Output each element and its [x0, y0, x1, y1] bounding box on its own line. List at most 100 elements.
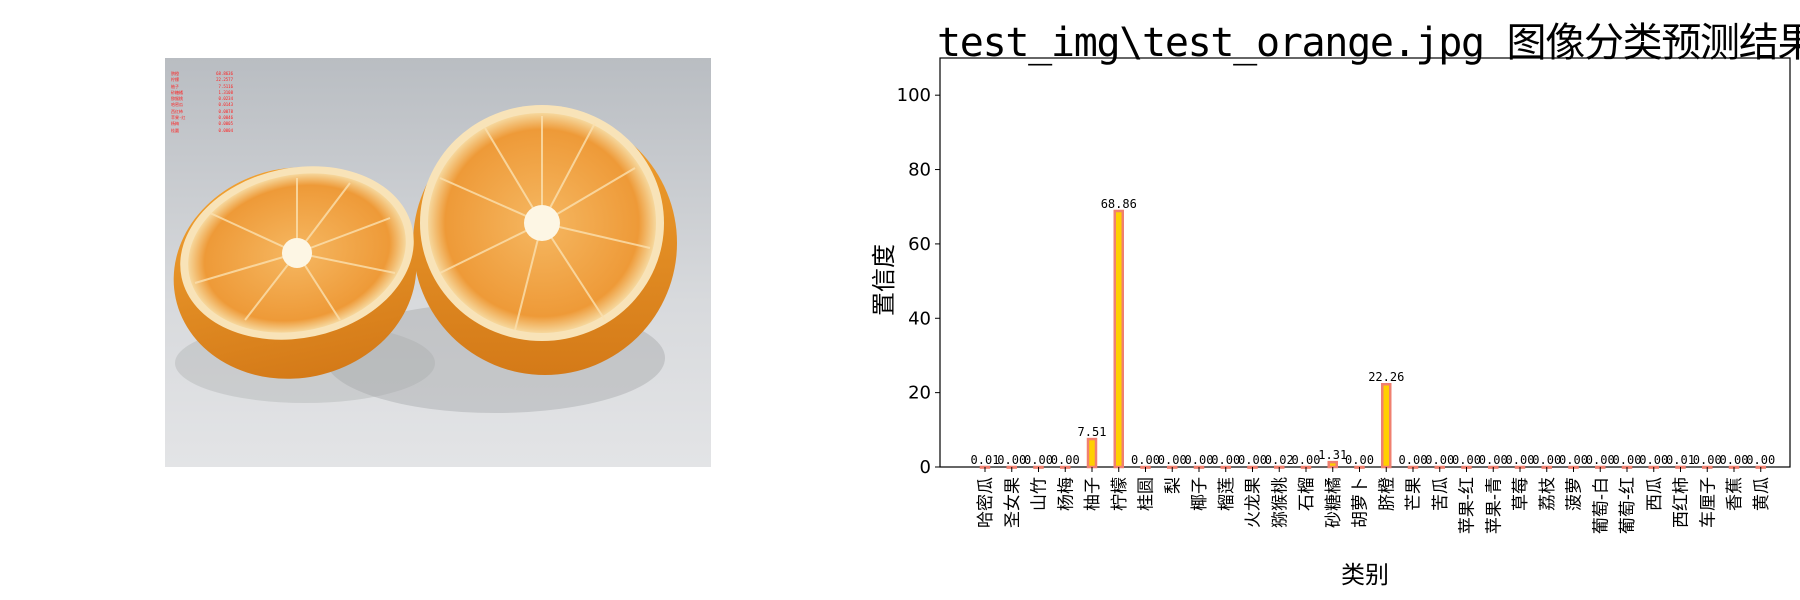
overlay-value: 0.0004	[218, 127, 233, 133]
bar-value-label: 0.00	[1292, 453, 1321, 467]
overlay-value: 22.2577	[216, 77, 233, 83]
bar-value-label: 0.00	[1693, 453, 1722, 467]
bar-value-label: 0.00	[1559, 453, 1588, 467]
bar-value-label: 0.00	[1158, 453, 1187, 467]
overlay-row: 苹果-红 0.0046	[171, 115, 233, 121]
x-tick-label: 梨	[1163, 477, 1183, 494]
y-tick-label: 20	[908, 383, 931, 404]
bar-value-label: 0.00	[1051, 453, 1080, 467]
x-tick-label: 西红柿	[1672, 477, 1692, 528]
overlay-row: 猕猴桃 0.0234	[171, 96, 233, 102]
bar-value-label: 0.00	[1185, 453, 1214, 467]
plot-frame	[939, 57, 1791, 468]
overlay-row: 脐橙 68.8636	[171, 71, 233, 77]
bar-value-label: 0.00	[1506, 453, 1535, 467]
overlay-label: 脐橙	[171, 71, 179, 76]
x-tick-label: 黄瓜	[1752, 477, 1772, 511]
y-axis-title: 置信度	[870, 244, 898, 316]
bar-value-label: 0.00	[997, 453, 1026, 467]
overlay-value: 0.0005	[218, 121, 233, 127]
x-tick-label: 猕猴桃	[1270, 477, 1290, 528]
x-tick-label: 柠檬	[1110, 477, 1130, 511]
prediction-overlay: 脐橙 68.8636 柠檬 22.2577 柚子 7.5116 砂糖橘 1.3108 猕猴桃 0.…	[171, 71, 233, 134]
y-tick-label: 0	[920, 457, 931, 478]
bar-value-label: 0.01	[971, 453, 1000, 467]
overlay-value: 7.5116	[218, 83, 233, 89]
bar	[1086, 437, 1098, 469]
orange-photo: 脐橙 68.8636 柠檬 22.2577 柚子 7.5116 砂糖橘 1.3108 猕猴桃 0.…	[165, 58, 711, 467]
overlay-value: 1.3108	[218, 89, 233, 95]
x-tick-label: 山竹	[1030, 477, 1050, 511]
overlay-row: 哈密瓜 0.0143	[171, 102, 233, 108]
overlay-row: 西红柿 0.0078	[171, 109, 233, 115]
overlay-label: 哈密瓜	[171, 102, 183, 108]
x-tick-label: 椰子	[1190, 477, 1210, 511]
bar-value-label: 68.86	[1101, 197, 1137, 211]
bar-value-label: 0.00	[1238, 453, 1267, 467]
x-tick-label: 葡萄-白	[1591, 477, 1611, 534]
overlay-row: 柚子 7.5116	[171, 84, 233, 90]
x-axis-title: 类别	[1341, 561, 1389, 589]
bar-value-label: 0.00	[1131, 453, 1160, 467]
overlay-label: 苹果-红	[171, 115, 186, 121]
overlay-row: 桂圆 0.0004	[171, 128, 233, 134]
bar-value-label: 0.02	[1265, 453, 1294, 467]
overlay-label: 猕猴桃	[171, 96, 183, 102]
bar-value-label: 0.00	[1532, 453, 1561, 467]
x-tick-label: 石榴	[1297, 477, 1317, 511]
bar-value-label: 0.00	[1720, 453, 1749, 467]
overlay-label: 杨梅	[171, 121, 179, 127]
bar-value-label: 0.00	[1425, 453, 1454, 467]
overlay-value: 0.0143	[218, 102, 233, 108]
bar-value-label: 0.00	[1452, 453, 1481, 467]
x-tick-label: 杨梅	[1056, 477, 1076, 511]
y-tick-label: 80	[908, 160, 931, 181]
bar-value-label: 0.00	[1024, 453, 1053, 467]
y-tick-label: 40	[908, 308, 931, 329]
x-tick-label: 桂圆	[1137, 477, 1157, 511]
overlay-row: 砂糖橘 1.3108	[171, 90, 233, 96]
overlay-value: 0.0078	[218, 108, 233, 114]
overlay-row: 杨梅 0.0005	[171, 121, 233, 127]
bar-value-label: 1.31	[1318, 448, 1347, 462]
bar	[1327, 460, 1338, 469]
bar-value-label: 0.00	[1613, 453, 1642, 467]
bar-value-label: 0.00	[1639, 453, 1668, 467]
overlay-label: 柠檬	[171, 77, 179, 83]
x-tick-label: 香蕉	[1725, 477, 1745, 511]
x-tick-label: 芒果	[1404, 477, 1424, 511]
overlay-value: 0.0046	[218, 115, 233, 121]
overlay-label: 桂圆	[171, 127, 179, 133]
overlay-label: 柚子	[171, 83, 179, 89]
bar-value-label: 0.00	[1586, 453, 1615, 467]
y-tick-label: 100	[897, 85, 931, 106]
bar-value-label: 0.00	[1479, 453, 1508, 467]
x-tick-label: 苹果-青	[1484, 477, 1504, 534]
x-tick-label: 车厘子	[1698, 477, 1718, 528]
x-tick-label: 榴莲	[1217, 477, 1237, 511]
x-tick-label: 胡萝卜	[1351, 477, 1371, 528]
bar-value-label: 0.00	[1211, 453, 1240, 467]
x-tick-label: 圣女果	[1003, 477, 1023, 528]
bar-value-label: 22.26	[1368, 370, 1404, 384]
x-tick-label: 荔枝	[1538, 477, 1558, 511]
x-tick-label: 砂糖橘	[1324, 477, 1344, 528]
bar-value-label: 0.01	[1666, 453, 1695, 467]
x-tick-label: 苦瓜	[1431, 477, 1451, 511]
x-tick-label: 脐橙	[1377, 477, 1397, 511]
x-tick-label: 火龙果	[1244, 477, 1264, 528]
bar-value-label: 0.00	[1345, 453, 1374, 467]
bar	[1113, 209, 1124, 469]
overlay-value: 68.8636	[216, 71, 233, 76]
x-tick-label: 哈密瓜	[976, 477, 996, 528]
overlay-label: 砂糖橘	[171, 89, 183, 95]
x-tick-label: 菠萝	[1565, 477, 1585, 511]
x-tick-label: 柚子	[1083, 477, 1103, 511]
x-tick-label: 草莓	[1511, 477, 1531, 511]
bar-value-label: 7.51	[1078, 425, 1107, 439]
bar	[1381, 382, 1392, 469]
bar-value-label: 0.00	[1399, 453, 1428, 467]
bar-value-label: 0.00	[1746, 453, 1775, 467]
x-tick-label: 葡萄-红	[1618, 477, 1638, 534]
